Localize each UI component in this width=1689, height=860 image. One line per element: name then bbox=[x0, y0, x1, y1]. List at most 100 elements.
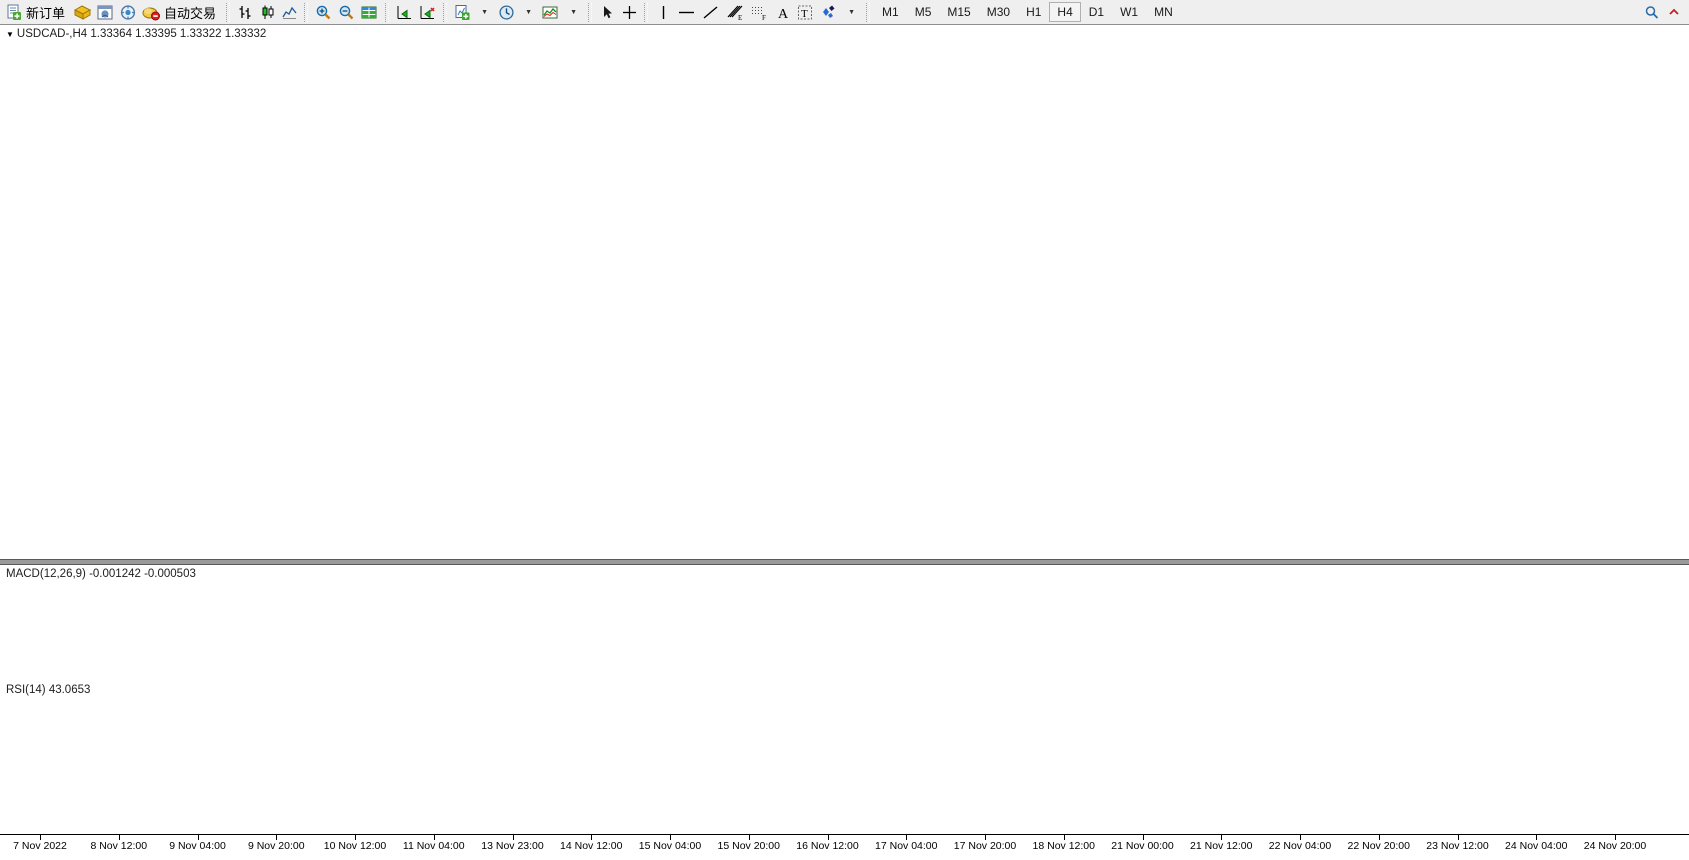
time-label: 22 Nov 20:00 bbox=[1347, 840, 1410, 852]
zoom-out-button[interactable] bbox=[335, 1, 358, 24]
bar-chart-icon bbox=[239, 5, 251, 19]
chevron-down-icon[interactable]: ▼ bbox=[6, 30, 14, 39]
crosshair-tool-button[interactable] bbox=[618, 1, 640, 24]
toolbar-separator-5 bbox=[588, 2, 593, 22]
text-icon: A bbox=[778, 7, 789, 21]
macd-label: MACD(12,26,9) -0.001242 -0.000503 bbox=[6, 568, 196, 580]
rsi-label: RSI(14) 43.0653 bbox=[6, 684, 91, 696]
horizontal-line-button[interactable] bbox=[674, 1, 699, 24]
time-label: 18 Nov 12:00 bbox=[1032, 840, 1095, 852]
trendline-button[interactable] bbox=[699, 1, 722, 24]
collapse-button[interactable] bbox=[1663, 1, 1685, 24]
vertical-line-button[interactable] bbox=[652, 1, 674, 24]
toolbar-separator-3 bbox=[385, 2, 390, 22]
timeframe-d1[interactable]: D1 bbox=[1088, 5, 1105, 19]
period-dropdown[interactable]: ▼ bbox=[517, 1, 539, 24]
chart-symbol-text: USDCAD-,H4 1.33364 1.33395 1.33322 1.333… bbox=[16, 28, 267, 40]
chevron-down-icon: ▼ bbox=[481, 8, 488, 16]
auto-trading-button[interactable]: 自动交易 bbox=[140, 1, 222, 24]
time-label: 7 Nov 2022 bbox=[13, 840, 67, 852]
auto-trading-label: 自动交易 bbox=[164, 5, 217, 21]
horizontal-line-icon bbox=[679, 11, 695, 13]
timeframe-m15[interactable]: M15 bbox=[947, 5, 971, 19]
time-tick bbox=[512, 835, 514, 840]
time-label: 15 Nov 20:00 bbox=[717, 840, 780, 852]
search-icon bbox=[1645, 5, 1659, 19]
indicators-dropdown[interactable]: ▼ bbox=[562, 1, 584, 24]
grid-button[interactable] bbox=[358, 1, 381, 24]
chevron-down-icon: ▼ bbox=[570, 8, 577, 16]
templates-icon bbox=[455, 4, 470, 20]
templates-button[interactable] bbox=[451, 1, 473, 24]
timeframe-h1[interactable]: H1 bbox=[1026, 5, 1042, 19]
zoom-in-icon bbox=[316, 5, 331, 19]
shapes-button[interactable] bbox=[817, 1, 840, 24]
expert-advisor-icon bbox=[73, 4, 92, 20]
time-tick bbox=[591, 835, 593, 840]
market-watch-icon bbox=[142, 7, 161, 20]
fibonacci-button[interactable]: E bbox=[722, 1, 747, 24]
time-label: 15 Nov 04:00 bbox=[638, 840, 702, 852]
timeframe-m1[interactable]: M1 bbox=[882, 5, 899, 19]
navigator-button[interactable] bbox=[117, 1, 140, 24]
svg-text:E: E bbox=[738, 14, 742, 21]
svg-text:T: T bbox=[801, 8, 808, 20]
chevron-up-icon bbox=[1669, 8, 1679, 15]
chevron-down-icon: ▼ bbox=[848, 8, 855, 16]
time-label: 13 Nov 23:00 bbox=[481, 840, 544, 852]
indicators-button[interactable] bbox=[539, 1, 562, 24]
candlestick-chart-button[interactable] bbox=[256, 1, 278, 24]
crosshair-icon bbox=[622, 5, 636, 19]
line-chart-button[interactable] bbox=[278, 1, 300, 24]
timeframe-m30[interactable]: M30 bbox=[986, 5, 1011, 19]
text-button[interactable]: A bbox=[772, 1, 794, 24]
cursor-tool-button[interactable] bbox=[596, 1, 618, 24]
period-button[interactable] bbox=[495, 1, 517, 24]
autoscroll-button[interactable] bbox=[393, 1, 416, 24]
time-label: 21 Nov 00:00 bbox=[1111, 840, 1174, 852]
chart-shift-button[interactable] bbox=[416, 1, 439, 24]
timeframe-m5[interactable]: M5 bbox=[914, 5, 932, 19]
cursor-icon bbox=[603, 5, 612, 18]
shapes-icon bbox=[823, 5, 835, 18]
toolbar-separator-1 bbox=[226, 2, 231, 22]
search-button[interactable] bbox=[1641, 1, 1663, 24]
time-label: 17 Nov 20:00 bbox=[953, 840, 1017, 852]
timeframe-h4[interactable]: H4 bbox=[1049, 2, 1081, 22]
bar-chart-button[interactable] bbox=[234, 1, 256, 24]
new-order-label: 新订单 bbox=[26, 5, 66, 21]
time-tick bbox=[1536, 835, 1538, 840]
svg-text:F: F bbox=[762, 14, 766, 21]
chart-symbol-header: ▼ USDCAD-,H4 1.33364 1.33395 1.33322 1.33… bbox=[6, 28, 266, 40]
timeframe-w1[interactable]: W1 bbox=[1120, 5, 1139, 19]
time-label: 9 Nov 04:00 bbox=[169, 840, 226, 852]
templates-dropdown[interactable]: ▼ bbox=[473, 1, 495, 24]
chart-area: ▼ USDCAD-,H4 1.33364 1.33395 1.33322 1.33… bbox=[0, 25, 1689, 860]
trendline-icon bbox=[703, 5, 718, 19]
toolbar-separator-6 bbox=[644, 2, 649, 22]
time-tick bbox=[433, 835, 435, 840]
time-tick bbox=[1457, 835, 1459, 840]
line-chart-icon bbox=[281, 6, 297, 19]
zoom-in-button[interactable] bbox=[312, 1, 335, 24]
timeframe-mn[interactable]: MN bbox=[1154, 5, 1173, 19]
text-label-button[interactable]: T bbox=[794, 1, 817, 24]
toolbar-separator-7 bbox=[866, 2, 871, 22]
data-window-button[interactable] bbox=[94, 1, 117, 24]
time-tick bbox=[276, 835, 278, 840]
shapes-dropdown[interactable]: ▼ bbox=[840, 1, 862, 24]
new-order-button[interactable]: 新订单 bbox=[4, 1, 71, 24]
pane-splitter-macd[interactable] bbox=[0, 559, 1689, 565]
expert-advisor-button[interactable] bbox=[71, 1, 94, 24]
time-tick bbox=[197, 835, 199, 840]
main-toolbar: 新订单 bbox=[0, 0, 1689, 25]
time-label: 10 Nov 12:00 bbox=[323, 840, 387, 852]
channel-button[interactable]: F bbox=[747, 1, 772, 24]
time-tick bbox=[670, 835, 671, 840]
time-tick bbox=[827, 835, 829, 840]
toolbar-separator-2 bbox=[304, 2, 309, 22]
navigator-icon bbox=[120, 4, 136, 20]
time-tick bbox=[1142, 835, 1144, 840]
toolbar-separator-4 bbox=[443, 2, 448, 22]
time-axis[interactable]: 7 Nov 2022 8 Nov 12:00 9 Nov 04:00 9 Nov 20… bbox=[0, 834, 1689, 860]
